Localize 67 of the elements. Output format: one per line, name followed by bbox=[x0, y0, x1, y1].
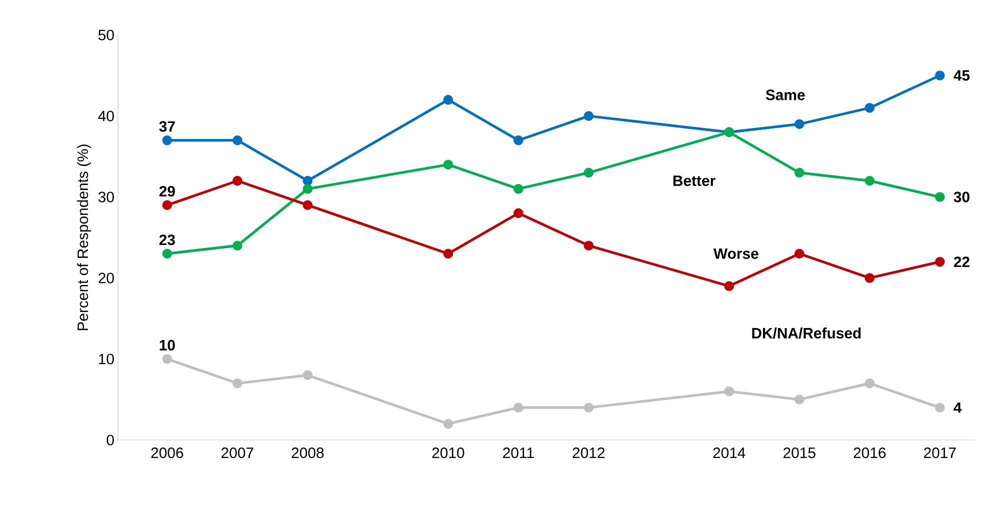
point bbox=[302, 176, 313, 186]
point bbox=[232, 240, 242, 250]
series-label: Same bbox=[766, 90, 805, 100]
point bbox=[794, 119, 804, 129]
data-label: 45 bbox=[954, 70, 970, 81]
point bbox=[302, 370, 313, 380]
x-tick-label: 2015 bbox=[784, 448, 816, 458]
x-tick-label: 2007 bbox=[222, 448, 254, 458]
point bbox=[514, 402, 524, 412]
x-tick-label: 2008 bbox=[292, 448, 324, 458]
point bbox=[443, 418, 454, 429]
point bbox=[443, 160, 454, 170]
point bbox=[443, 94, 454, 105]
y-axis-title: Percent of Respondents (%) bbox=[77, 144, 92, 330]
point bbox=[514, 208, 524, 218]
point bbox=[864, 273, 875, 283]
point bbox=[443, 248, 454, 259]
x-tick-label: 2010 bbox=[432, 448, 464, 458]
data-label: 10 bbox=[160, 340, 175, 350]
point bbox=[724, 281, 734, 291]
data-label: 22 bbox=[954, 256, 970, 268]
y-tick-label: 10 bbox=[99, 354, 114, 364]
point bbox=[162, 354, 172, 364]
point bbox=[864, 176, 875, 186]
point bbox=[162, 248, 172, 259]
y-tick-label: 30 bbox=[98, 192, 114, 202]
x-tick-label: 2017 bbox=[924, 448, 956, 458]
point bbox=[794, 248, 804, 259]
text: DK/NA/Refused bbox=[752, 328, 861, 339]
point bbox=[514, 135, 524, 146]
point bbox=[934, 192, 945, 202]
series-label: Better bbox=[673, 176, 716, 186]
point bbox=[514, 184, 524, 194]
point bbox=[584, 402, 594, 412]
point bbox=[864, 102, 875, 113]
data-label: 23 bbox=[159, 234, 175, 246]
point bbox=[724, 386, 734, 396]
point bbox=[302, 200, 313, 210]
data-label: 29 bbox=[159, 186, 175, 197]
point bbox=[232, 176, 242, 186]
point bbox=[794, 394, 804, 404]
x-tick-label: 2012 bbox=[572, 448, 605, 458]
series-label: Worse bbox=[713, 248, 758, 259]
point bbox=[584, 168, 594, 178]
point bbox=[934, 70, 945, 80]
y-tick-label: 40 bbox=[98, 110, 114, 122]
point bbox=[934, 256, 945, 267]
point bbox=[584, 111, 594, 121]
point bbox=[794, 168, 804, 178]
x-tick-label: 2011 bbox=[503, 448, 534, 458]
point bbox=[162, 200, 172, 210]
y-tick-label: 0 bbox=[106, 434, 114, 446]
point bbox=[584, 240, 594, 250]
point bbox=[232, 135, 242, 146]
x-tick-label: 2014 bbox=[713, 448, 746, 458]
point bbox=[864, 378, 875, 388]
y-tick-label: 50 bbox=[98, 30, 114, 40]
x-tick-label: 2016 bbox=[854, 448, 886, 458]
point bbox=[162, 135, 172, 146]
point bbox=[302, 184, 313, 194]
data-label: 30 bbox=[954, 192, 970, 202]
data-label: 4 bbox=[954, 402, 962, 413]
point bbox=[934, 402, 945, 412]
y-tick-label: 20 bbox=[98, 272, 114, 284]
x-tick-label: 2006 bbox=[151, 448, 184, 458]
point bbox=[232, 378, 242, 388]
data-label: 37 bbox=[159, 121, 175, 132]
